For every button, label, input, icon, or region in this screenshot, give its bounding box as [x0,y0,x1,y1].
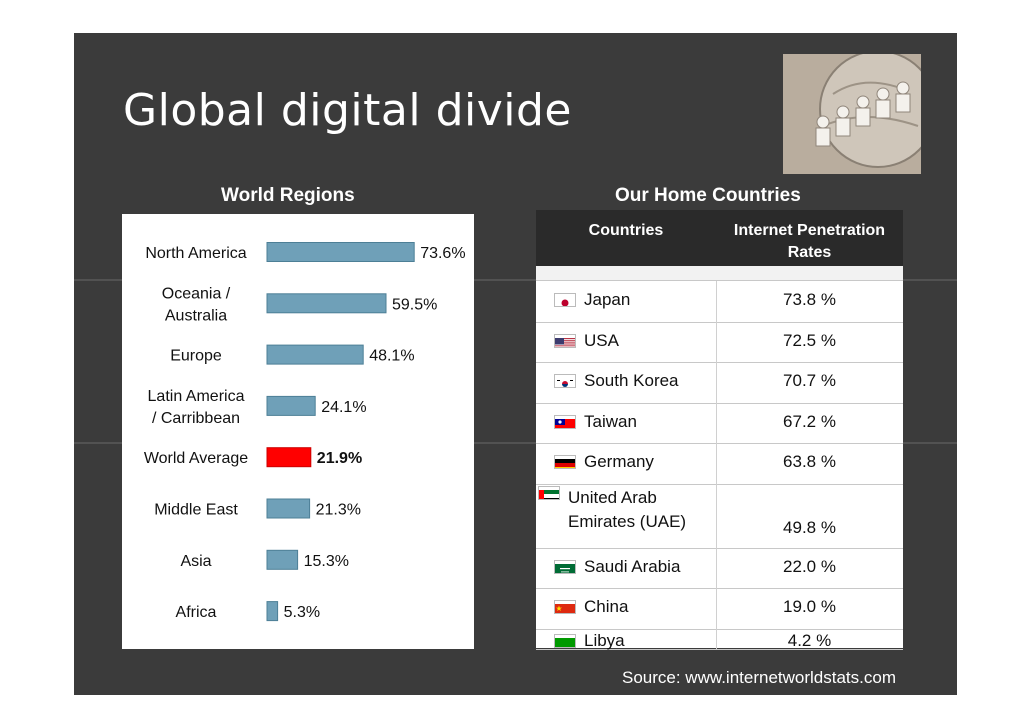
country-cell: United Arab Emirates (UAE) [538,486,718,534]
value-label-0: 73.6% [420,245,465,262]
usa-flag-icon [554,334,576,348]
country-cell: Taiwan [554,412,637,432]
country-cell: Japan [554,290,630,310]
country-name: United Arab Emirates (UAE) [568,488,687,531]
country-cell: Libya [554,631,625,651]
uae-flag-icon [538,486,560,500]
value-label-4: 21.9% [317,450,362,467]
country-name: Libya [584,631,625,650]
bar-2 [266,344,364,365]
bar-1 [266,293,387,314]
country-cell: Saudi Arabia [554,557,680,577]
value-label-5: 21.3% [316,502,361,519]
table-row: South Korea 70.7 % [536,362,903,404]
category-label-2: Europe [170,348,222,365]
country-name: Germany [584,452,654,471]
header-rate: Internet Penetration Rates [733,222,886,261]
rate-cell: 67.2 % [783,412,836,431]
table-row: United Arab Emirates (UAE) 49.8 % [536,484,903,549]
table-row: Japan 73.8 % [536,281,903,323]
south-korea-flag-icon [554,374,576,388]
table-header: Countries Internet Penetration Rates [536,210,903,266]
country-name: Taiwan [584,412,637,431]
rate-cell: 22.0 % [783,557,836,576]
rate-cell: 4.2 % [787,631,832,650]
rate-cell: 73.8 % [783,290,836,309]
rate-cell: 70.7 % [783,371,836,390]
slide-title: Global digital divide [123,85,572,136]
category-label-7: Africa [176,604,217,621]
table-row: Saudi Arabia 22.0 % [536,548,903,589]
category-label-3: Latin America / Carribbean [148,388,245,427]
rate-cell: 19.0 % [783,597,836,616]
country-cell: China [554,597,628,617]
table-row: Taiwan 67.2 % [536,403,903,444]
table-spacer-row [536,266,903,281]
source-note: Source: www.internetworldstats.com [622,668,896,687]
bar-5 [266,498,311,519]
country-cell: USA [554,331,619,351]
value-label-1: 59.5% [392,296,437,313]
china-flag-icon [554,600,576,614]
japan-flag-icon [554,293,576,307]
rate-cell: 49.8 % [783,518,836,537]
table-row: Libya 4.2 % [536,629,903,650]
country-name: China [584,597,629,616]
value-label-6: 15.3% [304,553,349,570]
category-label-5: Middle East [154,502,238,519]
category-label-4: World Average [144,450,248,467]
libya-flag-icon [554,634,576,648]
regions-heading: World Regions [221,185,355,206]
bar-6 [266,549,299,570]
slide: Global digital divide World Regions Our … [74,33,957,695]
countries-heading: Our Home Countries [615,185,801,206]
category-label-1: Oceania / Australia [162,285,231,324]
bar-3 [266,395,316,416]
rate-cell: 72.5 % [783,331,836,350]
table-row: Germany 63.8 % [536,443,903,485]
paper-chain-globe-image [783,54,921,174]
value-label-3: 24.1% [321,399,366,416]
bar-0 [266,242,415,262]
saudi-arabia-flag-icon [554,560,576,574]
table-row: USA 72.5 % [536,322,903,363]
category-label-6: Asia [180,553,211,570]
country-cell: South Korea [554,371,679,391]
header-countries: Countries [588,222,664,239]
bar-7 [266,601,279,622]
taiwan-flag-icon [554,415,576,429]
table-row: China 19.0 % [536,588,903,630]
regions-bar-chart: 73.6% North America 59.5% Oceania / Australi… [122,214,474,649]
category-label-0: North America [145,245,246,262]
germany-flag-icon [554,455,576,469]
country-name: South Korea [584,371,679,390]
chart-svg: 73.6% North America 59.5% Oceania / Australi… [144,242,466,622]
country-cell: Germany [554,452,654,472]
country-name: USA [584,331,619,350]
value-label-2: 48.1% [369,348,414,365]
value-label-7: 5.3% [284,604,320,621]
country-name: Saudi Arabia [584,557,681,576]
bar-4 [266,447,312,468]
countries-table: Countries Internet Penetration Rates Jap… [536,210,903,650]
country-name: Japan [584,290,631,309]
rate-cell: 63.8 % [783,452,836,471]
